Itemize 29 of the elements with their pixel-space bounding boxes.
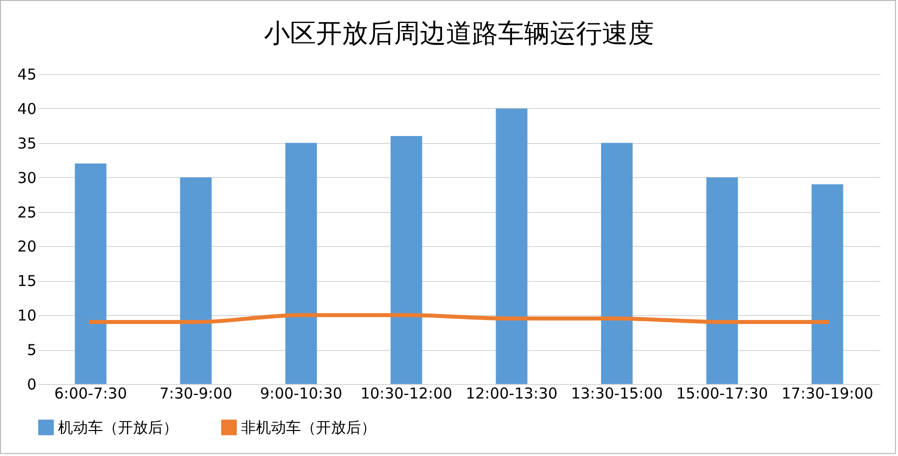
y-tick-label: 35 bbox=[17, 134, 36, 152]
bar bbox=[390, 136, 422, 384]
x-tick-label: 6:00-7:30 bbox=[54, 384, 128, 402]
y-tick-label: 5 bbox=[26, 341, 36, 360]
x-tick-label: 17:30-19:00 bbox=[781, 384, 874, 402]
x-tick-label: 13:30-15:00 bbox=[570, 384, 663, 402]
bar bbox=[180, 177, 212, 384]
y-tick-label: 25 bbox=[17, 203, 36, 222]
bar bbox=[812, 184, 844, 384]
y-tick-label: 45 bbox=[17, 66, 36, 84]
bar bbox=[706, 177, 738, 384]
x-tick-label: 12:00-13:30 bbox=[466, 384, 558, 402]
y-tick-label: 40 bbox=[17, 100, 36, 118]
x-tick-label: 10:30-12:00 bbox=[360, 384, 452, 402]
bar bbox=[74, 164, 106, 384]
x-tick-label: 15:00-17:30 bbox=[676, 384, 768, 402]
bar bbox=[285, 142, 317, 384]
bar bbox=[601, 142, 633, 384]
y-tick-label: 15 bbox=[17, 272, 36, 290]
bar bbox=[496, 108, 528, 384]
y-tick-label: 0 bbox=[26, 376, 36, 394]
x-tick-label: 7:30-9:00 bbox=[159, 384, 232, 402]
legend-label: 机动车（开放后） bbox=[58, 418, 178, 436]
y-tick-label: 10 bbox=[17, 306, 36, 325]
chart-title: 小区开放后周边道路车辆运行速度 bbox=[264, 19, 654, 49]
y-tick-label: 30 bbox=[17, 168, 36, 187]
legend-label: 非机动车（开放后） bbox=[241, 418, 376, 436]
x-tick-label: 9:00-10:30 bbox=[260, 384, 342, 402]
y-tick-label: 20 bbox=[17, 238, 36, 256]
